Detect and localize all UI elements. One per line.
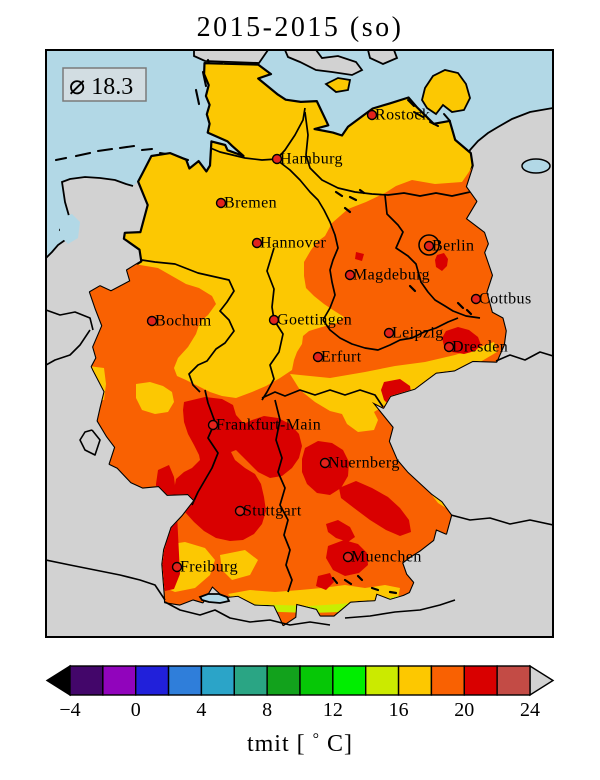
svg-text:Hannover: Hannover (260, 235, 327, 252)
svg-text:Nuernberg: Nuernberg (328, 455, 400, 472)
svg-text:Leipzig: Leipzig (392, 325, 444, 342)
svg-text:16: 16 (389, 699, 409, 721)
svg-text:12: 12 (323, 699, 343, 721)
svg-text:0: 0 (131, 699, 141, 721)
svg-text:−4: −4 (59, 699, 80, 721)
svg-text:Erfurt: Erfurt (321, 349, 362, 366)
svg-text:tmit [ ° C]: tmit [ ° C] (247, 731, 353, 757)
svg-text:Dresden: Dresden (452, 339, 508, 356)
svg-text:Muenchen: Muenchen (351, 549, 422, 566)
svg-text:4: 4 (196, 699, 206, 721)
svg-text:Magdeburg: Magdeburg (353, 267, 430, 284)
svg-text:Frankfurt-Main: Frankfurt-Main (216, 417, 321, 434)
svg-text:Berlin: Berlin (432, 238, 474, 255)
svg-text:Hamburg: Hamburg (280, 151, 343, 168)
svg-text:Goettingen: Goettingen (277, 312, 352, 329)
svg-text:Cottbus: Cottbus (479, 291, 532, 308)
svg-text:Bremen: Bremen (224, 195, 277, 212)
svg-text:24: 24 (520, 699, 540, 721)
svg-text:Stuttgart: Stuttgart (243, 503, 302, 520)
svg-text:Rostock: Rostock (375, 107, 430, 124)
svg-text:Bochum: Bochum (155, 313, 212, 330)
svg-text:⌀ 18.3: ⌀ 18.3 (69, 70, 133, 100)
svg-text:Freiburg: Freiburg (180, 559, 238, 576)
svg-text:8: 8 (262, 699, 272, 721)
svg-text:20: 20 (454, 699, 474, 721)
